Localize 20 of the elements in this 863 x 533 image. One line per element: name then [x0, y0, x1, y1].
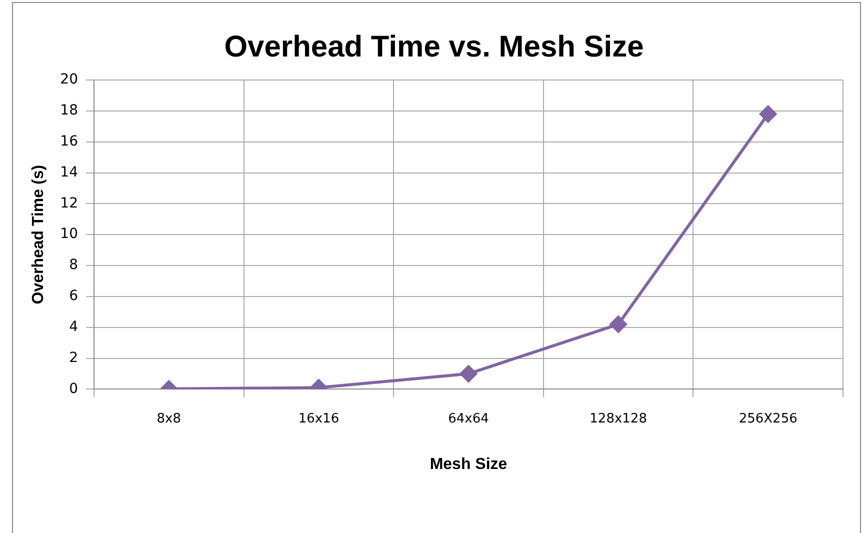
- y-tick-label: 6: [69, 288, 78, 304]
- y-tick-label: 2: [69, 350, 78, 366]
- x-tick-label: 64x64: [448, 411, 489, 426]
- chart-title: Overhead Time vs. Mesh Size: [224, 30, 644, 64]
- x-tick-label: 256X256: [738, 411, 798, 426]
- y-tick-label: 4: [69, 319, 78, 335]
- x-tick-label: 16x16: [298, 411, 340, 426]
- y-tick-label: 16: [60, 133, 78, 150]
- x-tick-label: 128x128: [590, 411, 647, 426]
- y-tick-label: 12: [60, 195, 78, 212]
- y-axis-title: Overhead Time (s): [30, 164, 48, 304]
- y-tick-label: 20: [60, 72, 78, 88]
- y-tick-label: 14: [60, 164, 78, 180]
- y-tick-label: 0: [69, 380, 78, 397]
- y-tick-label: 10: [60, 226, 78, 242]
- point: [760, 106, 777, 123]
- x-tick-label: 8x8: [156, 411, 182, 426]
- y-tick-label: 8: [69, 257, 78, 274]
- y-tick-label: 18: [60, 102, 78, 119]
- x-axis-title: Mesh Size: [430, 456, 508, 473]
